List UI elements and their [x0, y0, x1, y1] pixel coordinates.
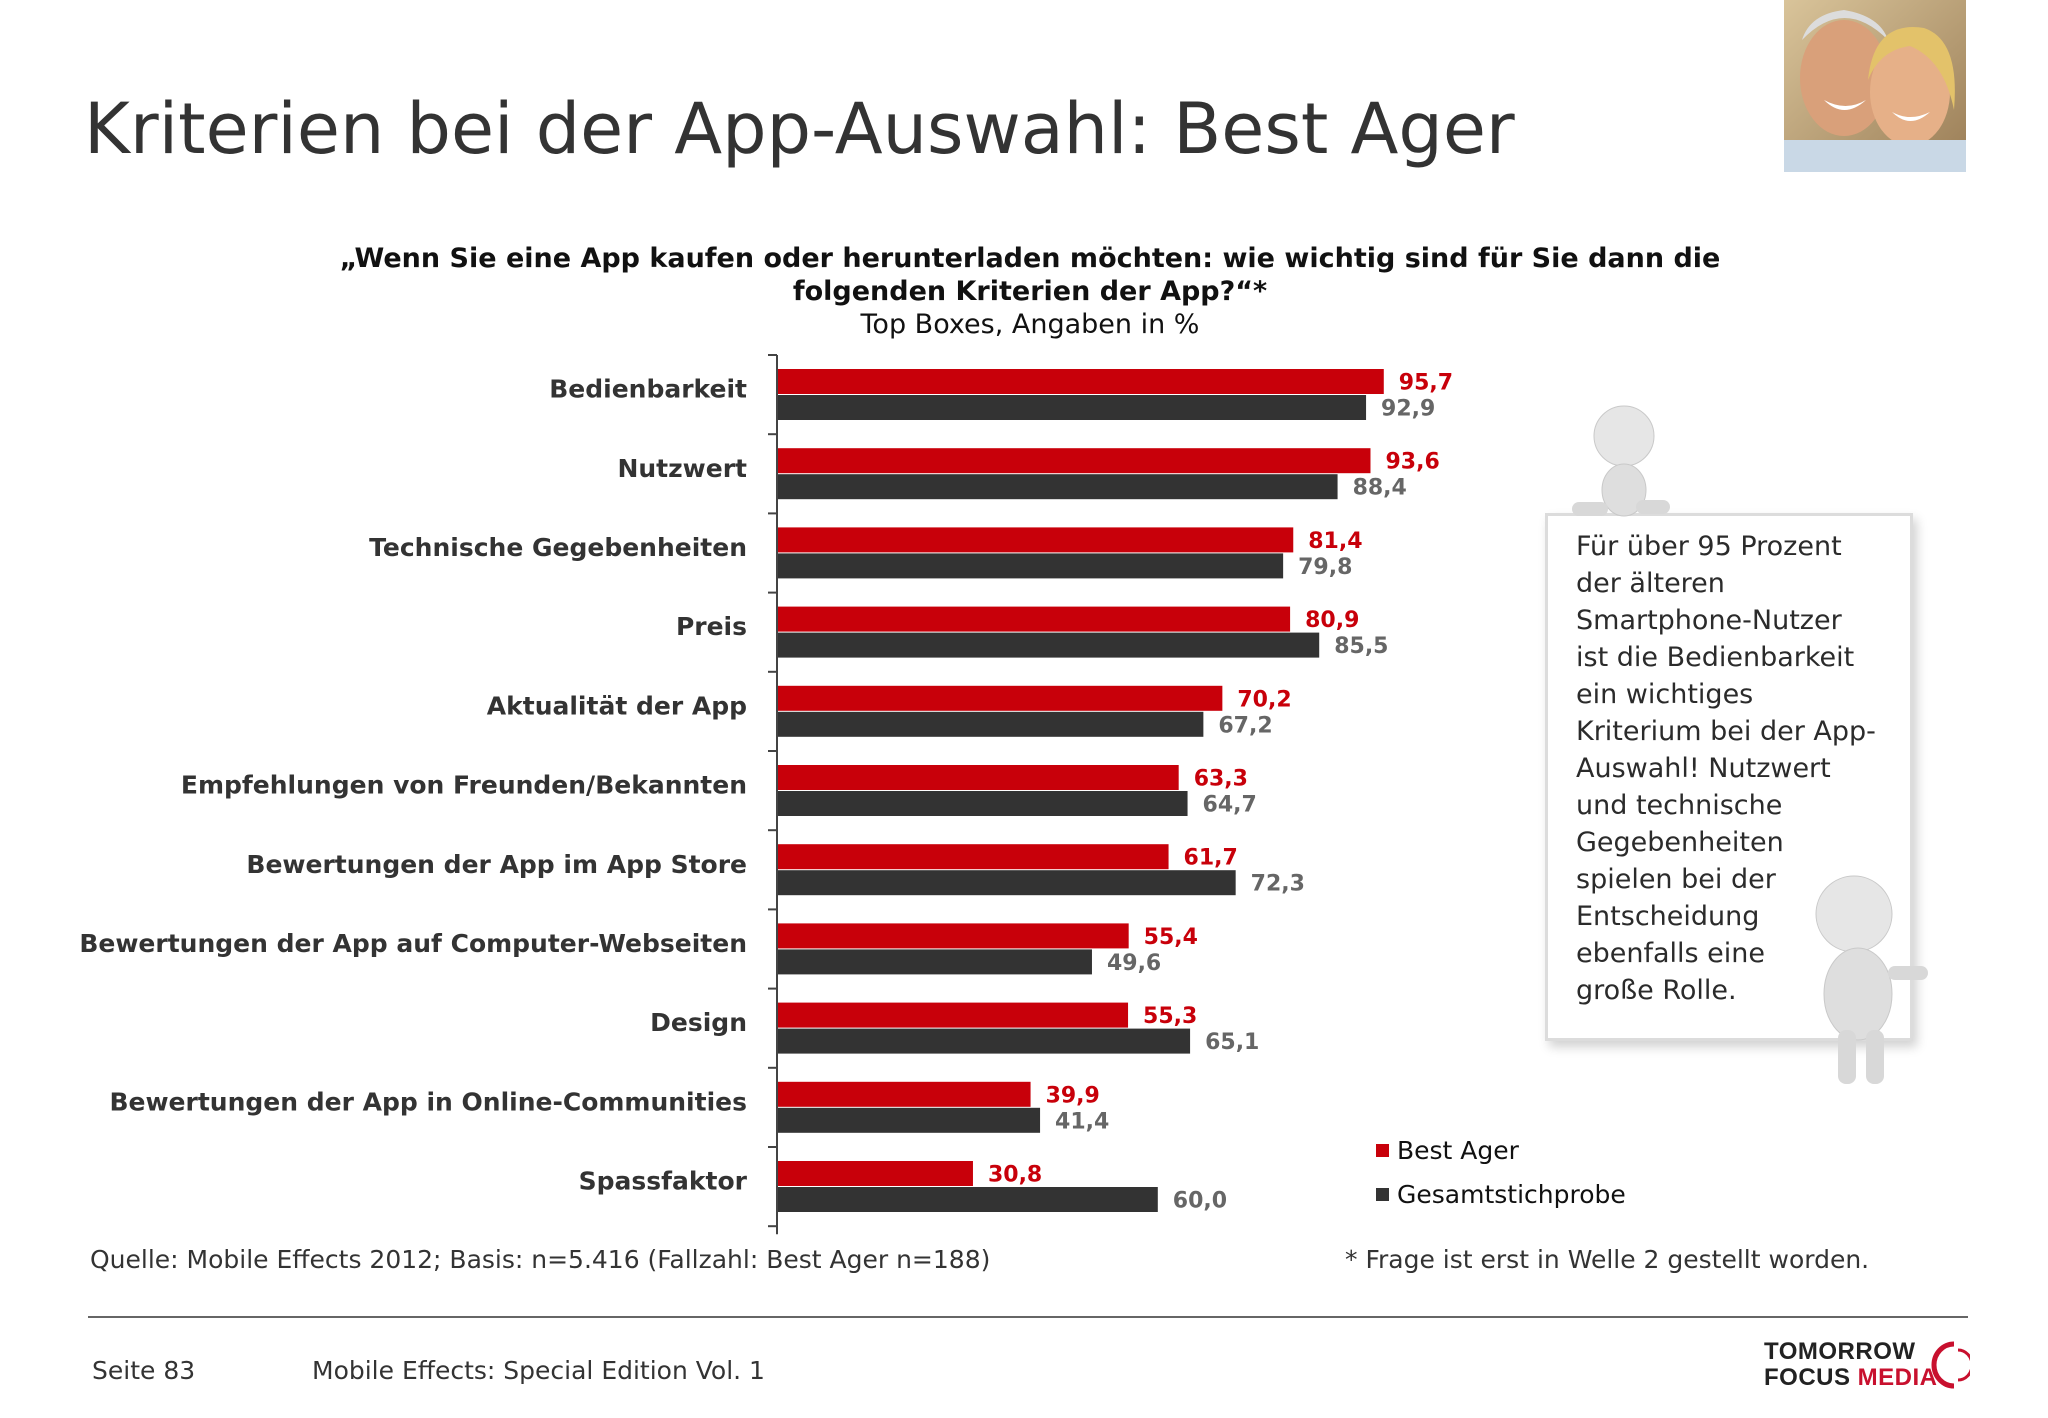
note-line: Für über 95 Prozent — [1576, 531, 1842, 562]
data-label-gesamtstichprobe: 41,4 — [1055, 1109, 1109, 1134]
category-label: Bedienbarkeit — [549, 375, 747, 404]
data-label-best-ager: 63,3 — [1194, 767, 1248, 792]
bar-best-ager — [778, 1161, 973, 1186]
data-label-best-ager: 30,8 — [988, 1163, 1042, 1188]
data-label-best-ager: 95,7 — [1399, 371, 1453, 396]
category-label: Bewertungen der App in Online-Communitie… — [109, 1087, 747, 1116]
category-label: Technische Gegebenheiten — [369, 533, 747, 562]
note-line: Gegebenheiten — [1576, 827, 1784, 858]
note-text: Für über 95 Prozent der älteren Smartphone… — [1576, 528, 1896, 1009]
note-line: ein wichtiges — [1576, 679, 1754, 710]
note-line: große Rolle. — [1576, 975, 1737, 1006]
bar-gesamtstichprobe — [778, 791, 1188, 816]
logo-focus: FOCUS — [1764, 1364, 1858, 1391]
bar-gesamtstichprobe — [778, 553, 1284, 579]
bar-best-ager — [778, 369, 1384, 394]
category-label: Empfehlungen von Freunden/Bekannten — [181, 771, 747, 800]
category-label: Bewertungen der App auf Computer-Webseit… — [79, 929, 747, 958]
legend-swatch-red — [1376, 1143, 1389, 1157]
bar-best-ager — [778, 448, 1371, 474]
data-label-best-ager: 80,9 — [1305, 608, 1359, 633]
data-label-best-ager: 55,4 — [1144, 925, 1198, 950]
bar-best-ager — [778, 527, 1294, 553]
category-label: Preis — [676, 612, 747, 641]
data-label-gesamtstichprobe: 92,9 — [1381, 397, 1435, 422]
data-label-gesamtstichprobe: 64,7 — [1203, 793, 1257, 818]
data-label-best-ager: 55,3 — [1143, 1004, 1197, 1029]
data-label-best-ager: 39,9 — [1046, 1083, 1100, 1108]
bar-best-ager — [778, 765, 1179, 790]
bar-gesamtstichprobe — [778, 711, 1204, 737]
couple-photo — [1784, 0, 1966, 172]
bar-gesamtstichprobe — [778, 870, 1236, 896]
bar-gesamtstichprobe — [778, 632, 1320, 658]
category-label: Nutzwert — [617, 454, 747, 483]
bar-best-ager — [778, 1002, 1129, 1028]
note-line: ebenfalls eine — [1576, 938, 1766, 969]
logo-line-1: TOMORROW — [1764, 1338, 1916, 1365]
data-label-best-ager: 93,6 — [1385, 450, 1439, 475]
source-note: Quelle: Mobile Effects 2012; Basis: n=5.… — [90, 1245, 991, 1274]
note-line: der älteren — [1576, 568, 1725, 599]
bar-best-ager — [778, 685, 1223, 711]
bar-gesamtstichprobe — [778, 1028, 1191, 1054]
data-label-gesamtstichprobe: 67,2 — [1218, 713, 1272, 738]
note-line: spielen bei der — [1576, 864, 1776, 895]
category-label: Design — [650, 1008, 747, 1037]
logo-ring-icon — [1931, 1341, 1970, 1389]
data-label-best-ager: 81,4 — [1308, 529, 1362, 554]
note-line: und technische — [1576, 790, 1783, 821]
note-line: Auswahl! Nutzwert — [1576, 753, 1831, 784]
note-line: Smartphone-Nutzer — [1576, 605, 1842, 636]
data-label-gesamtstichprobe: 79,8 — [1298, 555, 1352, 580]
bar-best-ager — [778, 844, 1169, 870]
bar-gesamtstichprobe — [778, 949, 1092, 975]
figure-bottom-illustration — [1815, 875, 1928, 1084]
info-note-board: Für über 95 Prozent der älteren Smartphone… — [1545, 513, 1913, 1041]
footnote: * Frage ist erst in Welle 2 gestellt wor… — [1345, 1245, 1870, 1274]
bar-gesamtstichprobe — [778, 1187, 1158, 1212]
page-number: Seite 83 — [92, 1356, 196, 1385]
bar-best-ager — [778, 606, 1291, 632]
logo-line-2: FOCUS MEDIA — [1764, 1364, 1938, 1392]
data-label-gesamtstichprobe: 88,4 — [1353, 476, 1407, 501]
data-label-gesamtstichprobe: 72,3 — [1251, 872, 1305, 897]
data-label-best-ager: 70,2 — [1237, 687, 1291, 712]
page-title: Kriterien bei der App-Auswahl: Best Ager — [84, 88, 1515, 170]
legend-item-best-ager: Best Ager — [1376, 1128, 1626, 1172]
legend-label: Gesamtstichprobe — [1397, 1179, 1626, 1209]
data-label-gesamtstichprobe: 85,5 — [1334, 634, 1388, 659]
question-line-2: folgenden Kriterien der App?“* — [792, 276, 1268, 307]
note-line: Kriterium bei der App- — [1576, 716, 1876, 747]
data-label-best-ager: 61,7 — [1184, 846, 1238, 871]
publication-title: Mobile Effects: Special Edition Vol. 1 — [312, 1356, 765, 1385]
bar-gesamtstichprobe — [778, 395, 1367, 420]
category-label: Spassfaktor — [579, 1167, 748, 1196]
question-line-1: „Wenn Sie eine App kaufen oder herunterl… — [339, 243, 1721, 274]
data-label-gesamtstichprobe: 60,0 — [1173, 1189, 1227, 1214]
chart-legend: Best Ager Gesamtstichprobe — [1376, 1128, 1626, 1216]
category-label: Aktualität der App — [487, 691, 747, 720]
bar-gesamtstichprobe — [778, 1107, 1041, 1133]
logo-media: MEDIA — [1857, 1364, 1938, 1391]
note-line: Entscheidung — [1576, 901, 1760, 932]
legend-swatch-dark — [1376, 1187, 1389, 1201]
legend-label: Best Ager — [1397, 1135, 1519, 1165]
company-logo: TOMORROW FOCUS MEDIA — [1764, 1338, 1974, 1394]
footer-divider — [88, 1316, 1968, 1318]
chart-question: „Wenn Sie eine App kaufen oder herunterl… — [300, 242, 1760, 341]
bar-best-ager — [778, 923, 1129, 949]
chart-subtitle: Top Boxes, Angaben in % — [860, 309, 1200, 340]
legend-item-gesamtstichprobe: Gesamtstichprobe — [1376, 1172, 1626, 1216]
bar-gesamtstichprobe — [778, 474, 1338, 500]
data-label-gesamtstichprobe: 49,6 — [1107, 951, 1161, 976]
figure-top-illustration — [1572, 405, 1670, 517]
note-line: ist die Bedienbarkeit — [1576, 642, 1855, 673]
category-label: Bewertungen der App im App Store — [246, 850, 747, 879]
data-label-gesamtstichprobe: 65,1 — [1205, 1030, 1259, 1055]
bar-best-ager — [778, 1081, 1031, 1107]
